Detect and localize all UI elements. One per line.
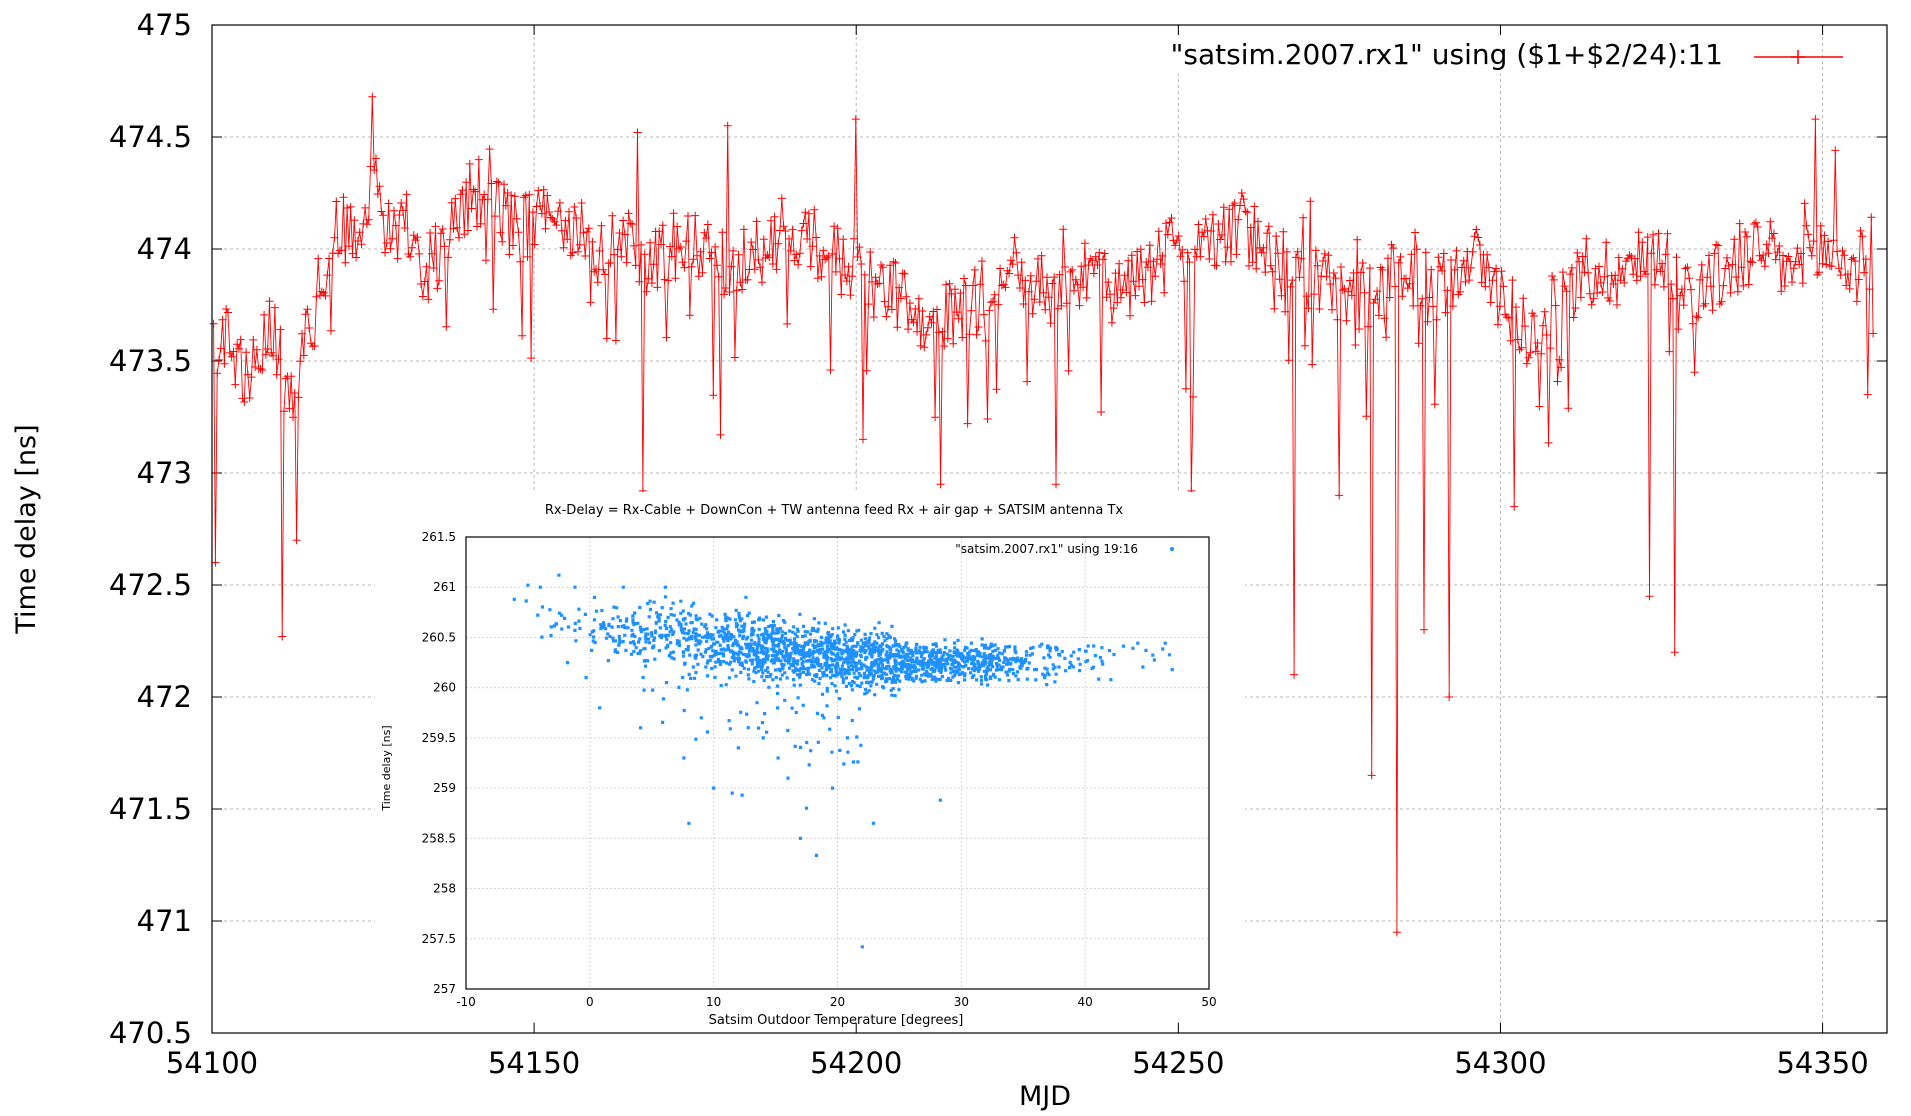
main-y-tick-label: 471	[137, 904, 192, 938]
main-x-tick-label: 54300	[1454, 1046, 1546, 1080]
main-x-tick-label: 54150	[488, 1046, 580, 1080]
inset-y-tick-label: 257	[433, 982, 456, 996]
main-x-tick-labels: 54100 54150 54200 54250 54300 54350	[166, 1046, 1869, 1080]
inset-x-tick-label: -10	[456, 995, 476, 1009]
main-y-tick-label: 473.5	[109, 344, 192, 378]
inset-x-tick-label: 50	[1201, 995, 1216, 1009]
inset-title: Rx-Delay = Rx-Cable + DownCon + TW anten…	[545, 503, 1123, 518]
main-plot-frame	[211, 24, 1888, 1034]
inset-x-tick-label: 40	[1078, 995, 1093, 1009]
main-legend: "satsim.2007.rx1" using ($1+$2/24):11	[1170, 36, 1843, 74]
main-chart: 470.5 471 471.5 472 472.5 473 473.5 474 474.5 475…	[11, 8, 1888, 1112]
inset-chart: Rx-Delay = Rx-Cable + DownCon + TW anten…	[375, 492, 1245, 1028]
inset-y-tick-label: 260.5	[422, 630, 456, 644]
main-series-markers	[209, 92, 1878, 937]
inset-y-tick-label: 259.5	[422, 731, 456, 745]
main-y-axis-label: Time delay [ns]	[11, 424, 42, 634]
inset-legend-marker	[1170, 547, 1174, 551]
main-y-tick-label: 471.5	[109, 792, 192, 826]
main-y-tick-label: 473	[137, 456, 192, 490]
main-y-tick-label: 472.5	[109, 568, 192, 602]
inset-plot-frame	[465, 536, 1210, 990]
inset-x-tick-labels: -10 0 10 20 30 40 50	[456, 995, 1216, 1009]
inset-y-axis-label: Time delay [ns]	[380, 725, 393, 811]
inset-x-tick-label: 30	[954, 995, 969, 1009]
inset-y-tick-label: 258	[433, 882, 456, 896]
main-series-satsim-rx1	[209, 92, 1878, 937]
main-y-tick-label: 472	[137, 680, 192, 714]
main-y-tick-label: 475	[137, 8, 192, 42]
inset-y-tick-label: 261.5	[422, 530, 456, 544]
inset-background	[375, 492, 1245, 1022]
inset-x-axis-label: Satsim Outdoor Temperature [degrees]	[709, 1013, 964, 1028]
main-x-tick-label: 54200	[810, 1046, 902, 1080]
inset-y-tick-labels: 257 257.5 258 258.5 259 259.5 260 260.5 261 261.5	[422, 530, 456, 996]
main-x-tick-label: 54250	[1132, 1046, 1224, 1080]
inset-y-tick-label: 259	[433, 781, 456, 795]
main-legend-background	[1170, 36, 1530, 74]
main-y-tick-label: 470.5	[109, 1016, 192, 1050]
main-x-tick-label: 54350	[1776, 1046, 1868, 1080]
main-y-tick-labels: 470.5 471 471.5 472 472.5 473 473.5 474 474.5 475	[109, 8, 192, 1050]
inset-x-tick-label: 10	[706, 995, 721, 1009]
inset-y-tick-label: 260	[433, 681, 456, 695]
inset-legend-label: "satsim.2007.rx1" using 19:16	[955, 542, 1138, 556]
main-x-tick-label: 54100	[166, 1046, 258, 1080]
inset-x-tick-label: 0	[586, 995, 594, 1009]
inset-y-tick-label: 258.5	[422, 831, 456, 845]
main-x-axis-label: MJD	[1019, 1081, 1071, 1112]
inset-legend: "satsim.2007.rx1" using 19:16	[955, 542, 1174, 556]
inset-y-tick-label: 261	[433, 580, 456, 594]
inset-y-tick-label: 257.5	[422, 932, 456, 946]
main-y-tick-label: 474	[137, 232, 192, 266]
inset-x-tick-label: 20	[830, 995, 845, 1009]
inset-grid	[466, 537, 1209, 989]
main-legend-label: "satsim.2007.rx1" using ($1+$2/24):11	[1171, 38, 1723, 71]
main-y-tick-label: 474.5	[109, 120, 192, 154]
